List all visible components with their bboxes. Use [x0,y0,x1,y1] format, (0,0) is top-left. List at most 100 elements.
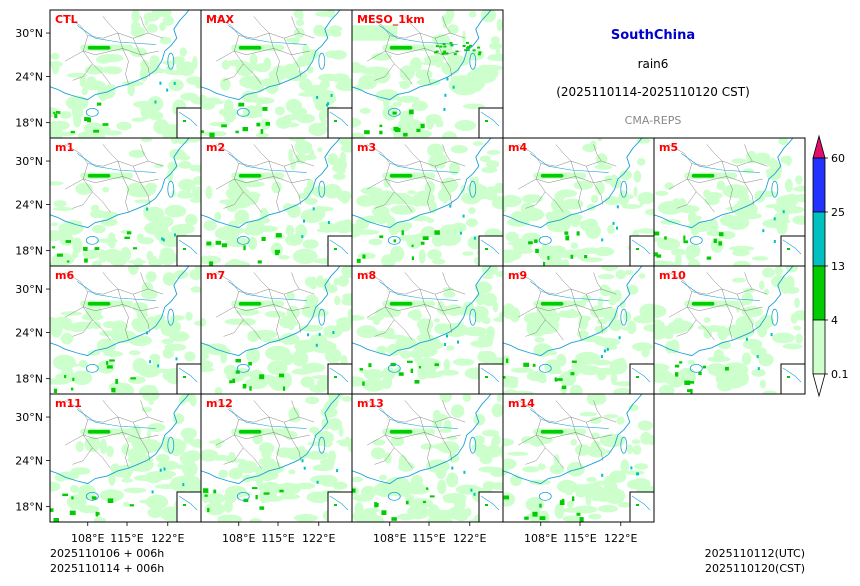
rain-cell-light [214,211,222,221]
province-border [555,144,572,162]
rain-cell-moderate [636,248,639,250]
rain-cell-heavy [773,217,776,221]
rain-cell-moderate [183,504,186,506]
rain-cell-light [795,333,803,344]
rain-cell-light [598,367,614,376]
province-border [268,160,280,213]
coastline [50,138,190,229]
rain-cell-light [286,305,300,319]
province-border [585,422,603,461]
rain-cell-light [185,138,201,143]
rain-cell-moderate [503,495,509,500]
rain-cell-light [375,307,402,318]
rain-cell-light [510,390,534,394]
rain-cell-light [155,454,170,463]
colorbar-label: 25 [831,206,845,219]
rain-cell-light [141,406,153,413]
province-border [686,291,715,341]
rain-cell-light [283,430,298,439]
rain-cell-light [180,427,197,440]
rain-cell-light [295,152,307,164]
rain-cell-light [774,218,791,225]
rain-cell-light [338,138,352,147]
rain-band-moderate [540,173,564,178]
rain-cell-light [396,95,420,103]
rain-cell-moderate [56,111,58,114]
province-border [132,294,150,333]
rain-cell-heavy [146,207,149,211]
rain-cell-light [267,360,288,375]
rain-cell-light [785,279,795,287]
x-tick-label: 122°E [302,532,335,545]
inset-map [478,107,503,138]
rain-cell-moderate [503,376,506,379]
rain-cell-light [154,314,166,321]
footer-right-line-1: 2025110112(UTC) [705,547,805,560]
rain-cell-light [454,120,477,131]
rain-cell-light [261,338,284,343]
island-outline [318,52,326,70]
rain-cell-light [139,313,149,318]
rain-cell-light [204,502,226,516]
inset-map [176,235,201,266]
rain-cell-light [447,24,459,35]
rain-cell-moderate [334,376,337,378]
rain-cell-light [780,155,792,164]
rain-cell-light [194,77,201,89]
colorbar-extend-min [812,373,826,398]
rain-cell-light [388,192,412,205]
rain-cell-light [754,319,770,331]
province-border [374,319,395,337]
rain-cell-light [72,237,83,254]
province-border [215,144,315,167]
rain-cell-heavy [473,236,476,240]
river [530,153,609,173]
rain-cell-light [496,18,503,32]
rain-cell-light [716,180,726,191]
rain-cell-light [316,275,325,288]
rain-cell-light [99,330,119,337]
rain-cell-heavy [745,337,748,341]
rain-cell-light [274,106,285,116]
panel-m3: m3 [351,137,504,267]
rain-cell-light [758,353,774,367]
coastline [201,266,341,357]
rain-cell-light [580,257,603,263]
rain-cell-light [264,310,286,318]
rain-cell-light [489,482,503,490]
inset-map [478,363,503,394]
rain-cell-light [529,479,551,486]
river [530,281,609,301]
rain-cell-light [50,181,64,186]
rain-cell-light [292,248,318,264]
rain-cell-light [184,214,198,226]
rain-cell-light [239,75,262,89]
rain-cell-moderate [95,512,100,516]
rain-cell-light [685,373,697,383]
rain-cell-light [123,501,130,507]
rain-cell-light [363,66,390,76]
rain-cell-light [554,503,565,519]
rain-cell-moderate [133,247,137,250]
rain-cell-light [102,248,123,263]
rain-cell-moderate [450,44,454,47]
rain-cell-moderate [242,127,248,132]
rain-cell-light [371,52,393,61]
province-border [736,294,754,333]
rain-cell-light [604,344,618,351]
rain-cell-light [164,204,187,218]
rain-cell-light [295,348,302,359]
province-border [82,291,111,341]
rain-cell-light [604,488,626,504]
y-tick-label: 24°N [15,71,43,84]
rain-cell-light [481,10,497,23]
rain-cell-light [144,206,165,223]
island-outline [167,436,175,454]
rain-cell-light [303,186,315,196]
rain-cell-light [87,350,101,356]
rain-cell-light [344,219,352,224]
rain-cell-heavy [451,466,454,470]
rain-cell-light [687,211,697,224]
rain-cell-light [446,472,459,488]
rain-cell-light [743,287,755,293]
